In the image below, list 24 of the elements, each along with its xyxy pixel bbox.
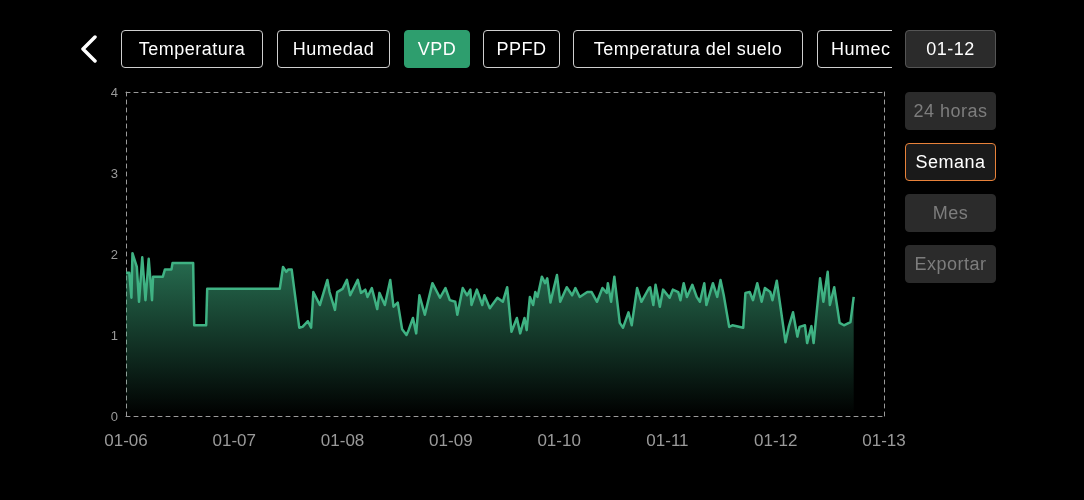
y-tick-label: 3 — [110, 165, 118, 181]
y-tick-label: 2 — [110, 246, 118, 262]
y-tick-label: 1 — [110, 327, 118, 343]
x-tick-label: 01-13 — [862, 431, 906, 450]
x-tick-label: 01-07 — [212, 431, 257, 450]
text: Exportar — [905, 245, 996, 283]
text: PPFD — [483, 30, 560, 68]
text: Humedad — [277, 30, 390, 68]
text: Humec — [830, 37, 892, 61]
x-tick-label: 01-08 — [320, 431, 365, 450]
x-tick-label: 01-11 — [646, 431, 689, 450]
text: Temperatura — [121, 30, 263, 68]
x-tick-label: 01-12 — [753, 431, 798, 450]
text: 24 horas — [905, 92, 996, 130]
text: Temperatura del suelo — [573, 30, 803, 68]
x-tick-label: 01-09 — [429, 431, 473, 450]
y-tick-label: 0 — [110, 408, 118, 424]
x-tick-label: 01-10 — [537, 431, 581, 450]
y-tick-label: 4 — [110, 84, 118, 100]
text: Semana — [905, 143, 996, 181]
x-tick-label: 01-06 — [104, 431, 148, 450]
text: 01-12 — [905, 30, 996, 68]
text: Mes — [905, 194, 996, 232]
text: VPD — [404, 30, 470, 68]
